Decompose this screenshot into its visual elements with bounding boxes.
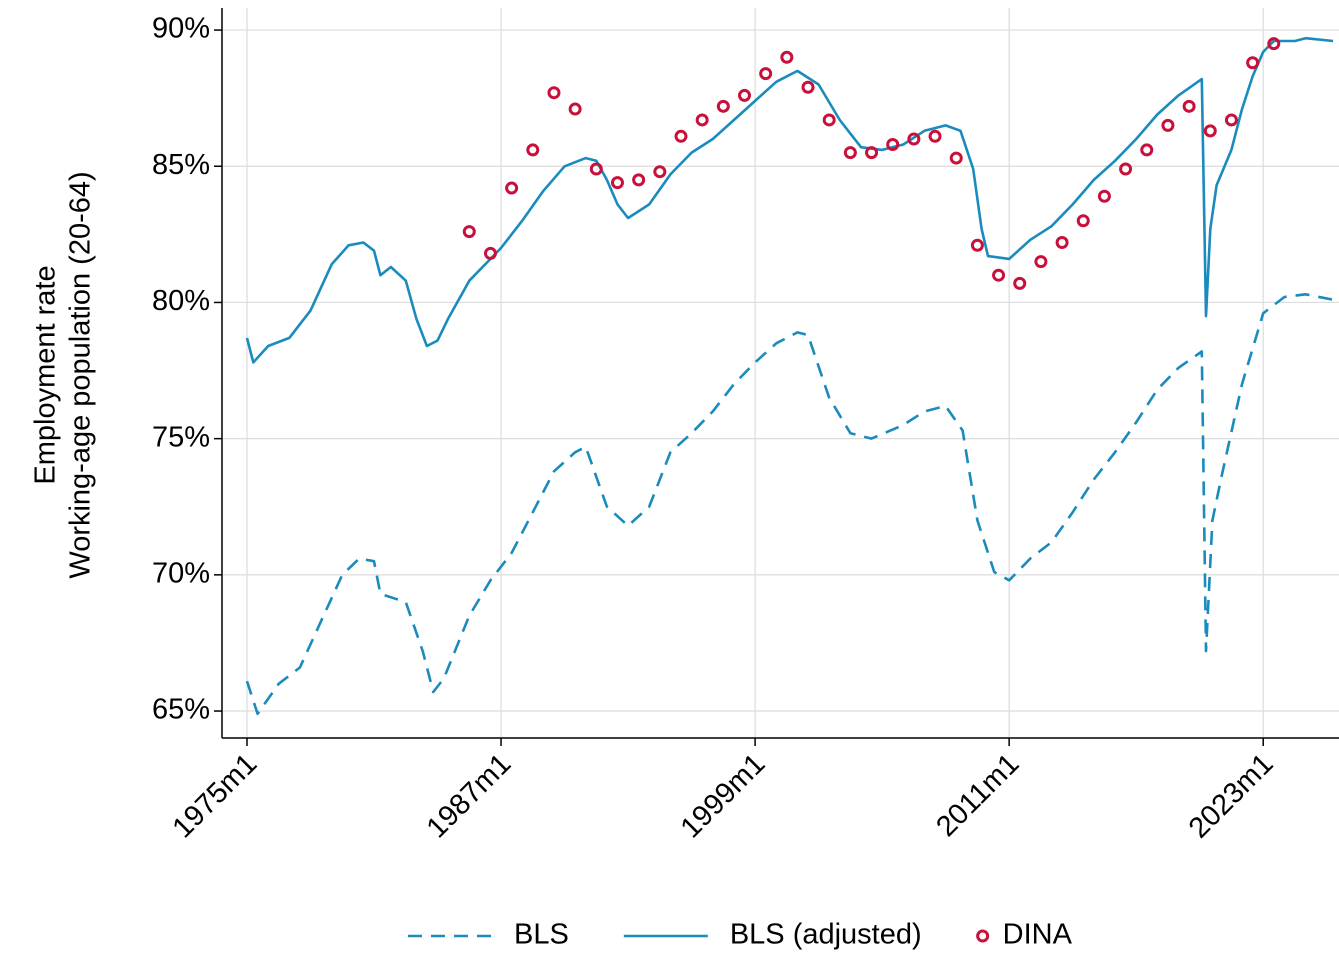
data-point [483,246,497,260]
data-point [886,137,900,151]
data-point [547,86,561,100]
data-point [801,80,815,94]
data-point [716,99,730,113]
y-tick-label: 80% [152,285,210,317]
data-point [526,143,540,157]
data-point [653,165,667,179]
data-point [1203,124,1217,138]
data-point [1034,255,1048,269]
data-point [949,151,963,165]
x-tick-label: 1975m1 [167,748,264,845]
data-point [589,162,603,176]
data-line [245,36,1334,364]
data-point [865,146,879,160]
data-point [1267,37,1281,51]
data-point [780,50,794,64]
y-axis-label: Working-age population (20-64) [65,171,97,578]
data-point [907,132,921,146]
data-line [245,293,1334,716]
data-point [632,173,646,187]
x-tick-label: 2011m1 [930,748,1025,843]
x-tick-label: 2023m1 [1183,748,1280,845]
y-tick-label: 85% [152,149,210,181]
data-point [992,268,1006,282]
data-point [843,146,857,160]
data-point [568,102,582,116]
data-point [1097,189,1111,203]
data-point [1119,162,1133,176]
legend-label: BLS [514,919,569,951]
data-point [1161,118,1175,132]
data-point [1224,113,1238,127]
data-point [1182,99,1196,113]
data-point [738,88,752,102]
data-point [759,67,773,81]
legend-label: DINA [1003,919,1073,951]
data-point [1140,143,1154,157]
data-point [462,225,476,239]
y-tick-label: 70% [152,557,210,589]
data-point [1246,56,1260,70]
data-point [970,238,984,252]
data-point [505,181,519,195]
x-tick-label: 1987m1 [421,748,518,845]
data-point [610,176,624,190]
legend-label: BLS (adjusted) [730,919,922,951]
data-point [1055,236,1069,250]
legend-marker [976,929,990,943]
x-tick-label: 1999m1 [675,748,772,845]
y-tick-label: 75% [152,421,210,453]
data-point [822,113,836,127]
data-point [1013,276,1027,290]
data-point [928,129,942,143]
y-tick-label: 65% [152,694,210,726]
y-axis-label: Employment rate [30,265,62,484]
y-tick-label: 90% [152,13,210,45]
data-point [674,129,688,143]
data-point [1076,214,1090,228]
data-point [695,113,709,127]
